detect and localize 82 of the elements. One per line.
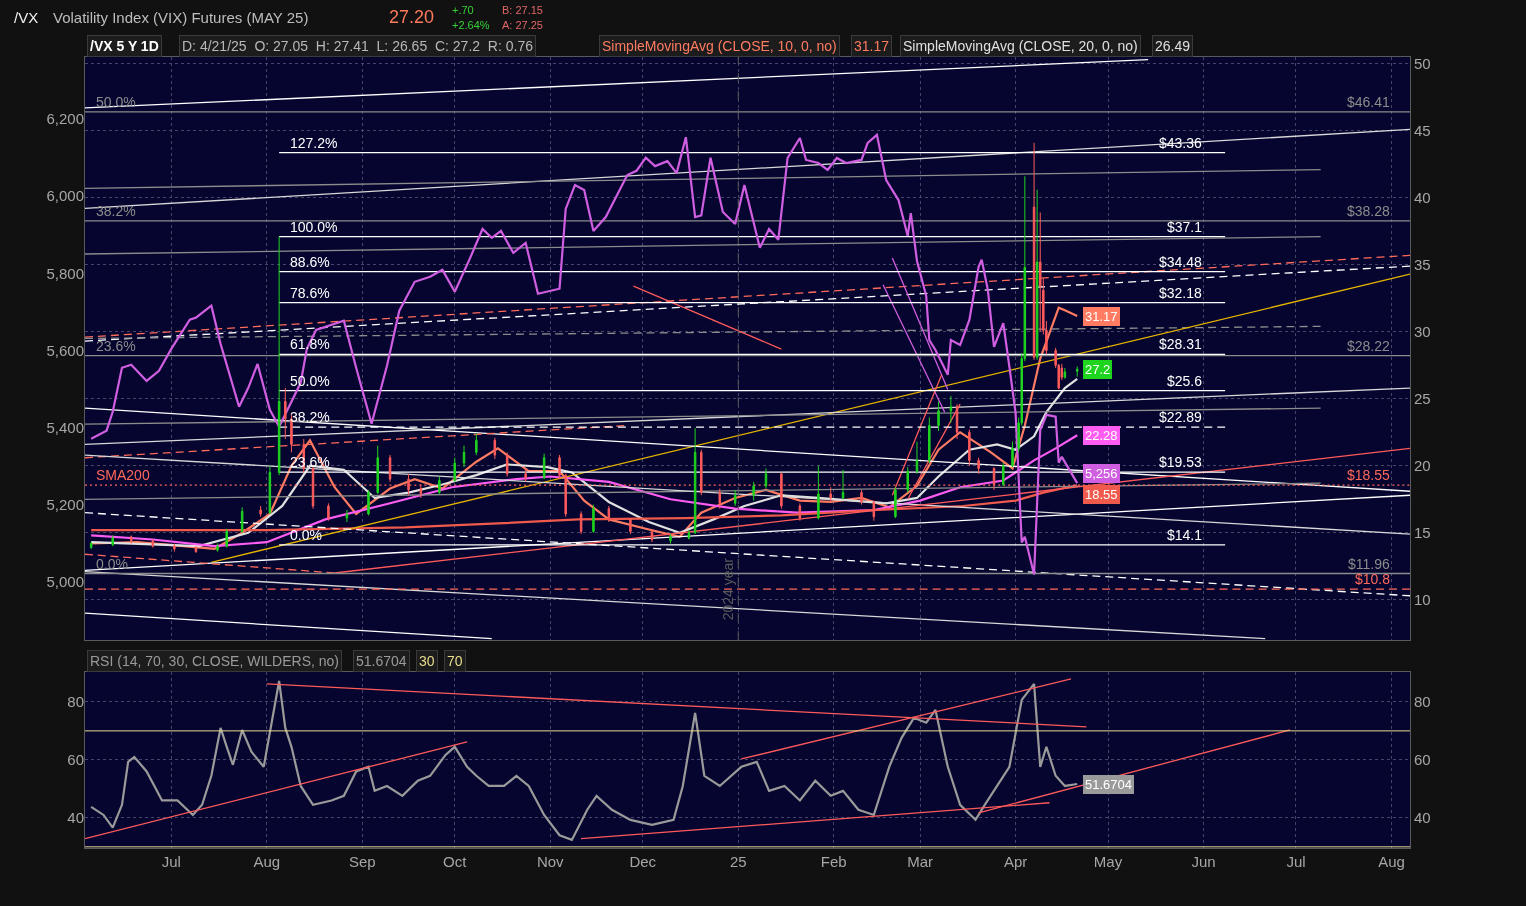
annotation: $18.55	[1347, 467, 1391, 483]
text: /VX	[14, 9, 39, 26]
x-tick-label: May	[1093, 853, 1123, 870]
x-tick-label: Mar	[907, 853, 933, 870]
text: +2.64%	[452, 19, 490, 31]
x-tick-label: Nov	[536, 853, 565, 870]
text: SimpleMovingAvg (CLOSE, 20, 0, no)	[903, 38, 1138, 54]
annotation: 31.17	[1085, 309, 1118, 324]
text: A: 27.25	[502, 19, 543, 31]
text: 27.20	[389, 7, 435, 27]
y-tick-label: 30	[1414, 323, 1431, 340]
y2-tick-label: 6,000	[46, 187, 84, 205]
annotation: 51.6704	[1085, 777, 1132, 792]
data-label: 5,256	[1085, 466, 1118, 481]
y-tick-label: 60	[67, 751, 84, 769]
annotation: $28.22	[1347, 338, 1391, 354]
text: SimpleMovingAvg (CLOSE, 10, 0, no)	[602, 38, 837, 54]
annotation: $25.6	[1167, 373, 1203, 389]
series-label: SMA200	[96, 467, 150, 483]
y2-tick-label: 5,400	[46, 418, 84, 436]
x-tick-label: Jul	[1286, 853, 1306, 870]
text: Volatility Index (VIX) Futures (MAY 25)	[53, 9, 309, 26]
annotation: $10.8	[1355, 571, 1391, 587]
text: RSI (14, 70, 30, CLOSE, WILDERS, no)	[90, 653, 339, 669]
chart-subtitle: D: 4/21/25 O: 27.05 H: 27.41 L: 26.65 C: 27.2 R: 0.76	[182, 38, 534, 54]
x-tick-label: Sep	[348, 853, 376, 870]
y-tick-label: 40	[1414, 188, 1431, 206]
series-label: 0.0%	[290, 527, 322, 543]
annotation: 27.2	[1085, 362, 1111, 377]
ref-line-label: 30	[419, 653, 435, 669]
text: 51.6704	[356, 653, 407, 669]
annotation: $34.48	[1159, 254, 1203, 270]
y-tick-label: 40	[67, 809, 84, 827]
y2-tick-label: 5,000	[46, 573, 84, 591]
y-tick-label: 50	[1414, 54, 1431, 72]
x-tick-label: Aug	[253, 853, 281, 870]
y-tick-label: 15	[1414, 524, 1431, 542]
annotation: 18.55	[1085, 487, 1118, 502]
series-label: 88.6%	[290, 254, 330, 270]
annotation: 22.28	[1085, 428, 1118, 443]
x-tick-label: 25	[729, 853, 747, 870]
y-tick-label: 45	[1414, 121, 1431, 139]
series-label: 50.0%	[96, 94, 136, 110]
x-tick-label: Apr	[1003, 853, 1028, 870]
ref-line-label: 2024 year	[720, 557, 737, 621]
annotation: $14.1	[1167, 527, 1203, 543]
y2-tick-label: 6,200	[46, 110, 84, 128]
annotation: $38.28	[1347, 203, 1391, 219]
ref-line-label: 70	[447, 653, 463, 669]
y2-tick-label: 5,600	[46, 341, 84, 359]
text: 31.17	[854, 38, 890, 54]
series-label: 38.2%	[96, 203, 136, 219]
text: 26.49	[1155, 38, 1191, 54]
x-tick-label: Feb	[820, 853, 847, 870]
y2-tick-label: 5,200	[46, 495, 84, 513]
y-tick-label: 10	[1414, 591, 1431, 609]
series-label: 38.2%	[290, 409, 330, 425]
annotation: $11.96	[1348, 556, 1390, 572]
annotation: $19.53	[1159, 454, 1203, 470]
series-label: 100.0%	[290, 219, 338, 235]
series-label: 0.0%	[96, 556, 128, 572]
y-tick-label: 20	[1414, 457, 1431, 475]
y2-tick-label: 5,800	[46, 264, 84, 282]
annotation: $37.1	[1167, 219, 1203, 235]
annotation: $28.31	[1159, 336, 1203, 352]
y-tick-label: 80	[67, 693, 84, 711]
y-tick-label: 35	[1414, 255, 1431, 273]
x-tick-label: Aug	[1378, 853, 1405, 870]
series-label: 78.6%	[290, 285, 330, 301]
x-tick-label: Dec	[629, 853, 657, 870]
series-label: 23.6%	[96, 338, 136, 354]
text: +.70	[452, 4, 474, 16]
series-label: 127.2%	[290, 135, 338, 151]
y-tick-label: 25	[1414, 390, 1431, 408]
chart-title: /VX 5 Y 1D	[90, 38, 159, 54]
x-tick-label: Jul	[161, 853, 181, 870]
x-tick-label: Oct	[443, 853, 468, 870]
text: B: 27.15	[502, 4, 543, 16]
annotation: $46.41	[1347, 94, 1391, 110]
annotation: $32.18	[1159, 285, 1203, 301]
x-tick-label: Jun	[1191, 853, 1216, 870]
annotation: $22.89	[1159, 409, 1203, 425]
